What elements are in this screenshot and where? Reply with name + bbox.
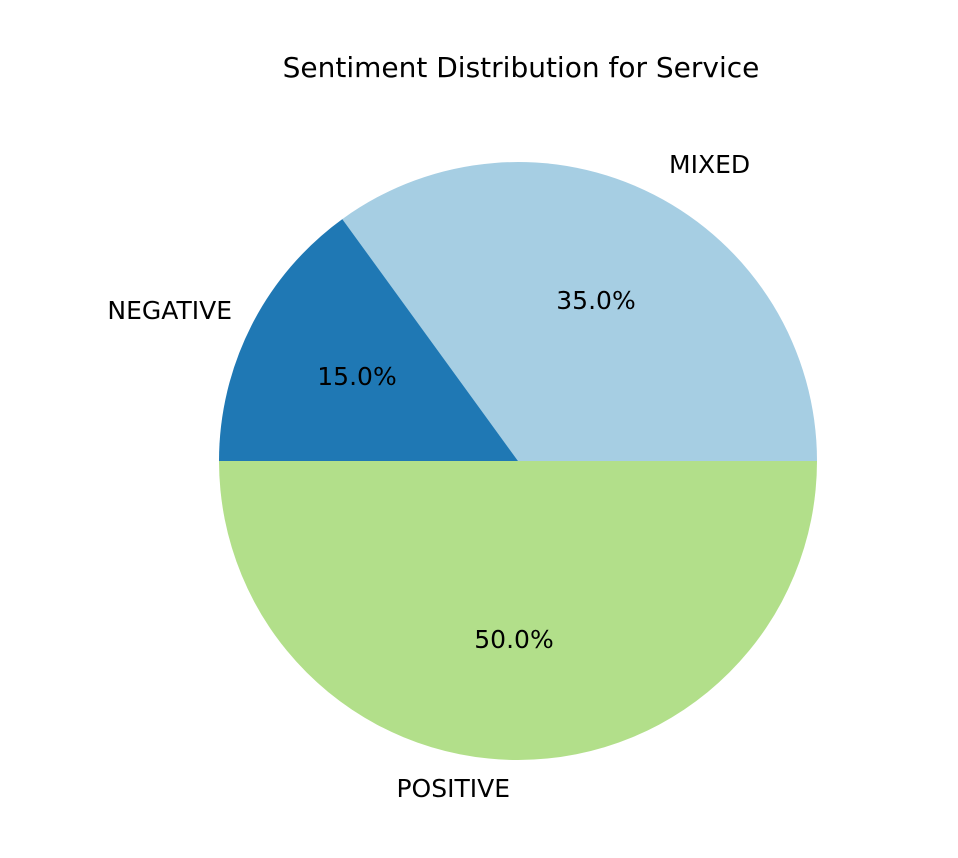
percent-label-negative: 15.0%: [317, 362, 396, 391]
slice-label-mixed: MIXED: [669, 150, 750, 179]
pie-slice-mixed: [342, 162, 817, 461]
percent-label-mixed: 35.0%: [556, 286, 635, 315]
slice-label-positive: POSITIVE: [396, 774, 510, 803]
percent-label-positive: 50.0%: [474, 625, 553, 654]
pie-slice-negative: [219, 219, 518, 461]
slice-label-negative: NEGATIVE: [107, 296, 232, 325]
pie-slice-positive: [219, 461, 817, 760]
chart-title: Sentiment Distribution for Service: [283, 51, 760, 84]
